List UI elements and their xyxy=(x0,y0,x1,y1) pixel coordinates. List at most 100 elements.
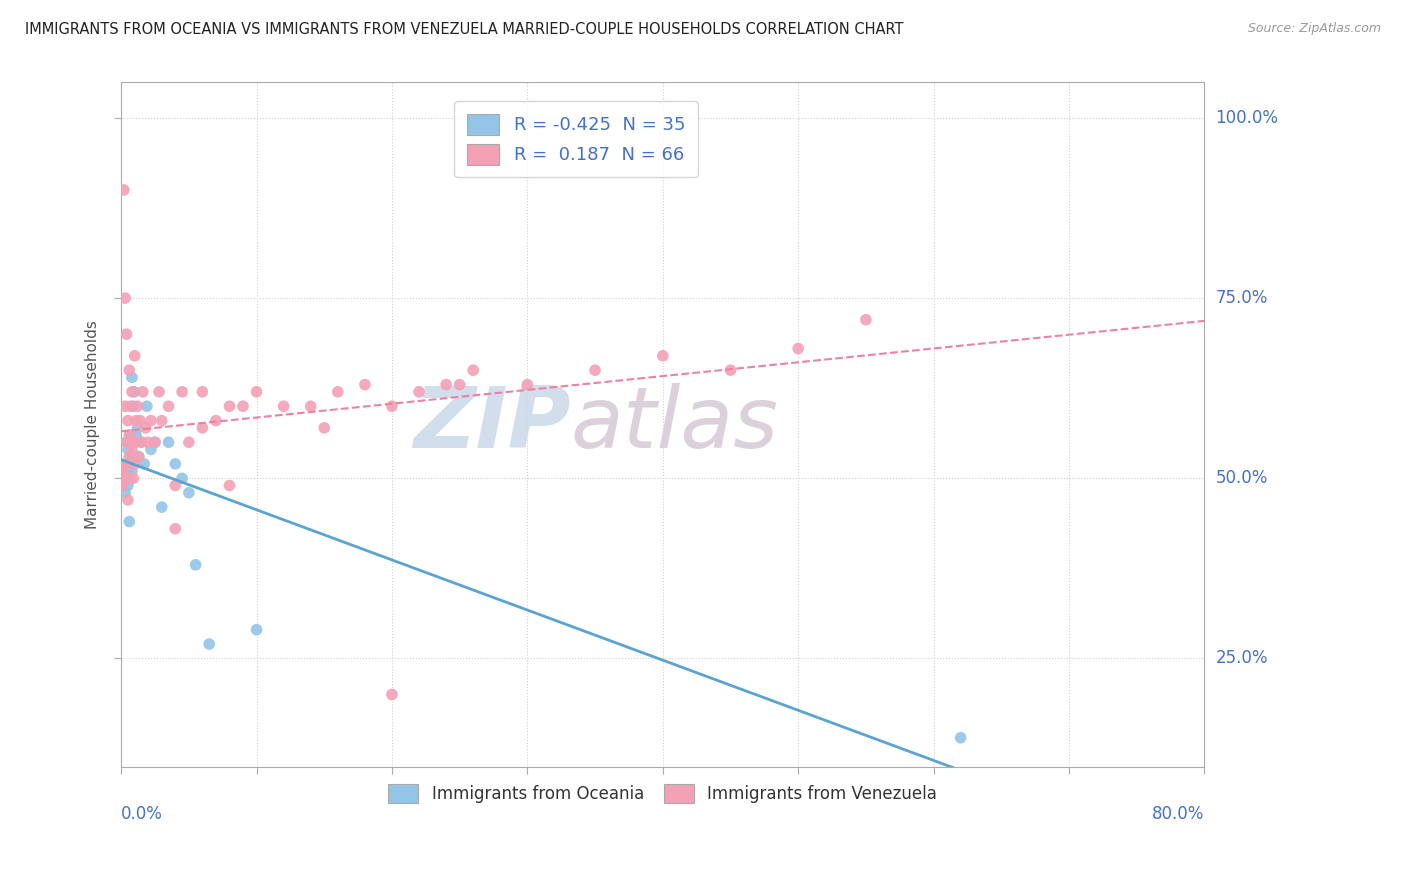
Point xyxy=(299,399,322,413)
Point xyxy=(136,435,159,450)
Point xyxy=(131,435,153,450)
Point xyxy=(177,435,200,450)
Point xyxy=(114,485,136,500)
Point xyxy=(114,291,136,305)
Point xyxy=(354,377,377,392)
Point xyxy=(111,464,134,478)
Point xyxy=(157,399,180,413)
Point xyxy=(120,399,142,413)
Point xyxy=(134,421,156,435)
Point xyxy=(381,688,404,702)
Text: 100.0%: 100.0% xyxy=(1216,109,1278,127)
Text: 0.0%: 0.0% xyxy=(121,805,163,823)
Point xyxy=(165,457,187,471)
Point xyxy=(157,435,180,450)
Point xyxy=(118,457,141,471)
Point xyxy=(408,384,430,399)
Point xyxy=(128,450,150,464)
Point xyxy=(232,399,254,413)
Point xyxy=(651,349,673,363)
Text: 75.0%: 75.0% xyxy=(1216,289,1268,307)
Point xyxy=(112,464,135,478)
Point xyxy=(134,457,156,471)
Point xyxy=(218,478,240,492)
Legend: Immigrants from Oceania, Immigrants from Venezuela: Immigrants from Oceania, Immigrants from… xyxy=(381,777,943,810)
Point xyxy=(125,414,148,428)
Point xyxy=(121,442,143,457)
Point xyxy=(165,522,187,536)
Point xyxy=(112,471,135,485)
Point xyxy=(117,464,139,478)
Point xyxy=(114,457,136,471)
Point xyxy=(118,363,141,377)
Point xyxy=(117,457,139,471)
Point xyxy=(111,478,134,492)
Point xyxy=(132,384,155,399)
Point xyxy=(218,399,240,413)
Point xyxy=(170,384,193,399)
Point xyxy=(120,471,142,485)
Point xyxy=(124,349,146,363)
Point xyxy=(170,471,193,485)
Point xyxy=(117,492,139,507)
Point xyxy=(787,342,810,356)
Point xyxy=(127,421,149,435)
Text: atlas: atlas xyxy=(571,383,779,466)
Point xyxy=(198,637,221,651)
Point xyxy=(191,421,214,435)
Point xyxy=(112,183,135,197)
Point xyxy=(135,399,157,413)
Point xyxy=(177,485,200,500)
Point xyxy=(205,414,228,428)
Point xyxy=(122,399,145,413)
Point xyxy=(125,435,148,450)
Point xyxy=(314,421,336,435)
Point xyxy=(150,414,173,428)
Point xyxy=(121,464,143,478)
Point xyxy=(122,471,145,485)
Point xyxy=(121,370,143,384)
Point xyxy=(124,457,146,471)
Point xyxy=(115,435,138,450)
Text: 80.0%: 80.0% xyxy=(1152,805,1205,823)
Point xyxy=(124,384,146,399)
Text: ZIP: ZIP xyxy=(413,383,571,466)
Point xyxy=(720,363,742,377)
Point xyxy=(117,442,139,457)
Text: 50.0%: 50.0% xyxy=(1216,469,1268,487)
Point xyxy=(120,450,142,464)
Text: IMMIGRANTS FROM OCEANIA VS IMMIGRANTS FROM VENEZUELA MARRIED-COUPLE HOUSEHOLDS C: IMMIGRANTS FROM OCEANIA VS IMMIGRANTS FR… xyxy=(25,22,904,37)
Point xyxy=(165,478,187,492)
Point xyxy=(143,435,166,450)
Point xyxy=(111,478,134,492)
Point xyxy=(115,471,138,485)
Point xyxy=(115,327,138,342)
Point xyxy=(143,435,166,450)
Point xyxy=(129,414,152,428)
Y-axis label: Married-couple Households: Married-couple Households xyxy=(86,320,100,529)
Point xyxy=(326,384,349,399)
Point xyxy=(463,363,485,377)
Point xyxy=(125,428,148,442)
Point xyxy=(191,384,214,399)
Point xyxy=(122,435,145,450)
Point xyxy=(117,478,139,492)
Text: Source: ZipAtlas.com: Source: ZipAtlas.com xyxy=(1247,22,1381,36)
Point xyxy=(139,442,162,457)
Point xyxy=(131,435,153,450)
Point xyxy=(121,384,143,399)
Point xyxy=(583,363,606,377)
Point xyxy=(381,399,404,413)
Point xyxy=(855,312,877,326)
Point xyxy=(150,500,173,515)
Point xyxy=(120,428,142,442)
Point xyxy=(245,623,267,637)
Point xyxy=(434,377,457,392)
Point xyxy=(516,377,538,392)
Point xyxy=(115,471,138,485)
Point xyxy=(118,428,141,442)
Point xyxy=(148,384,170,399)
Point xyxy=(273,399,295,413)
Point xyxy=(127,399,149,413)
Point xyxy=(117,414,139,428)
